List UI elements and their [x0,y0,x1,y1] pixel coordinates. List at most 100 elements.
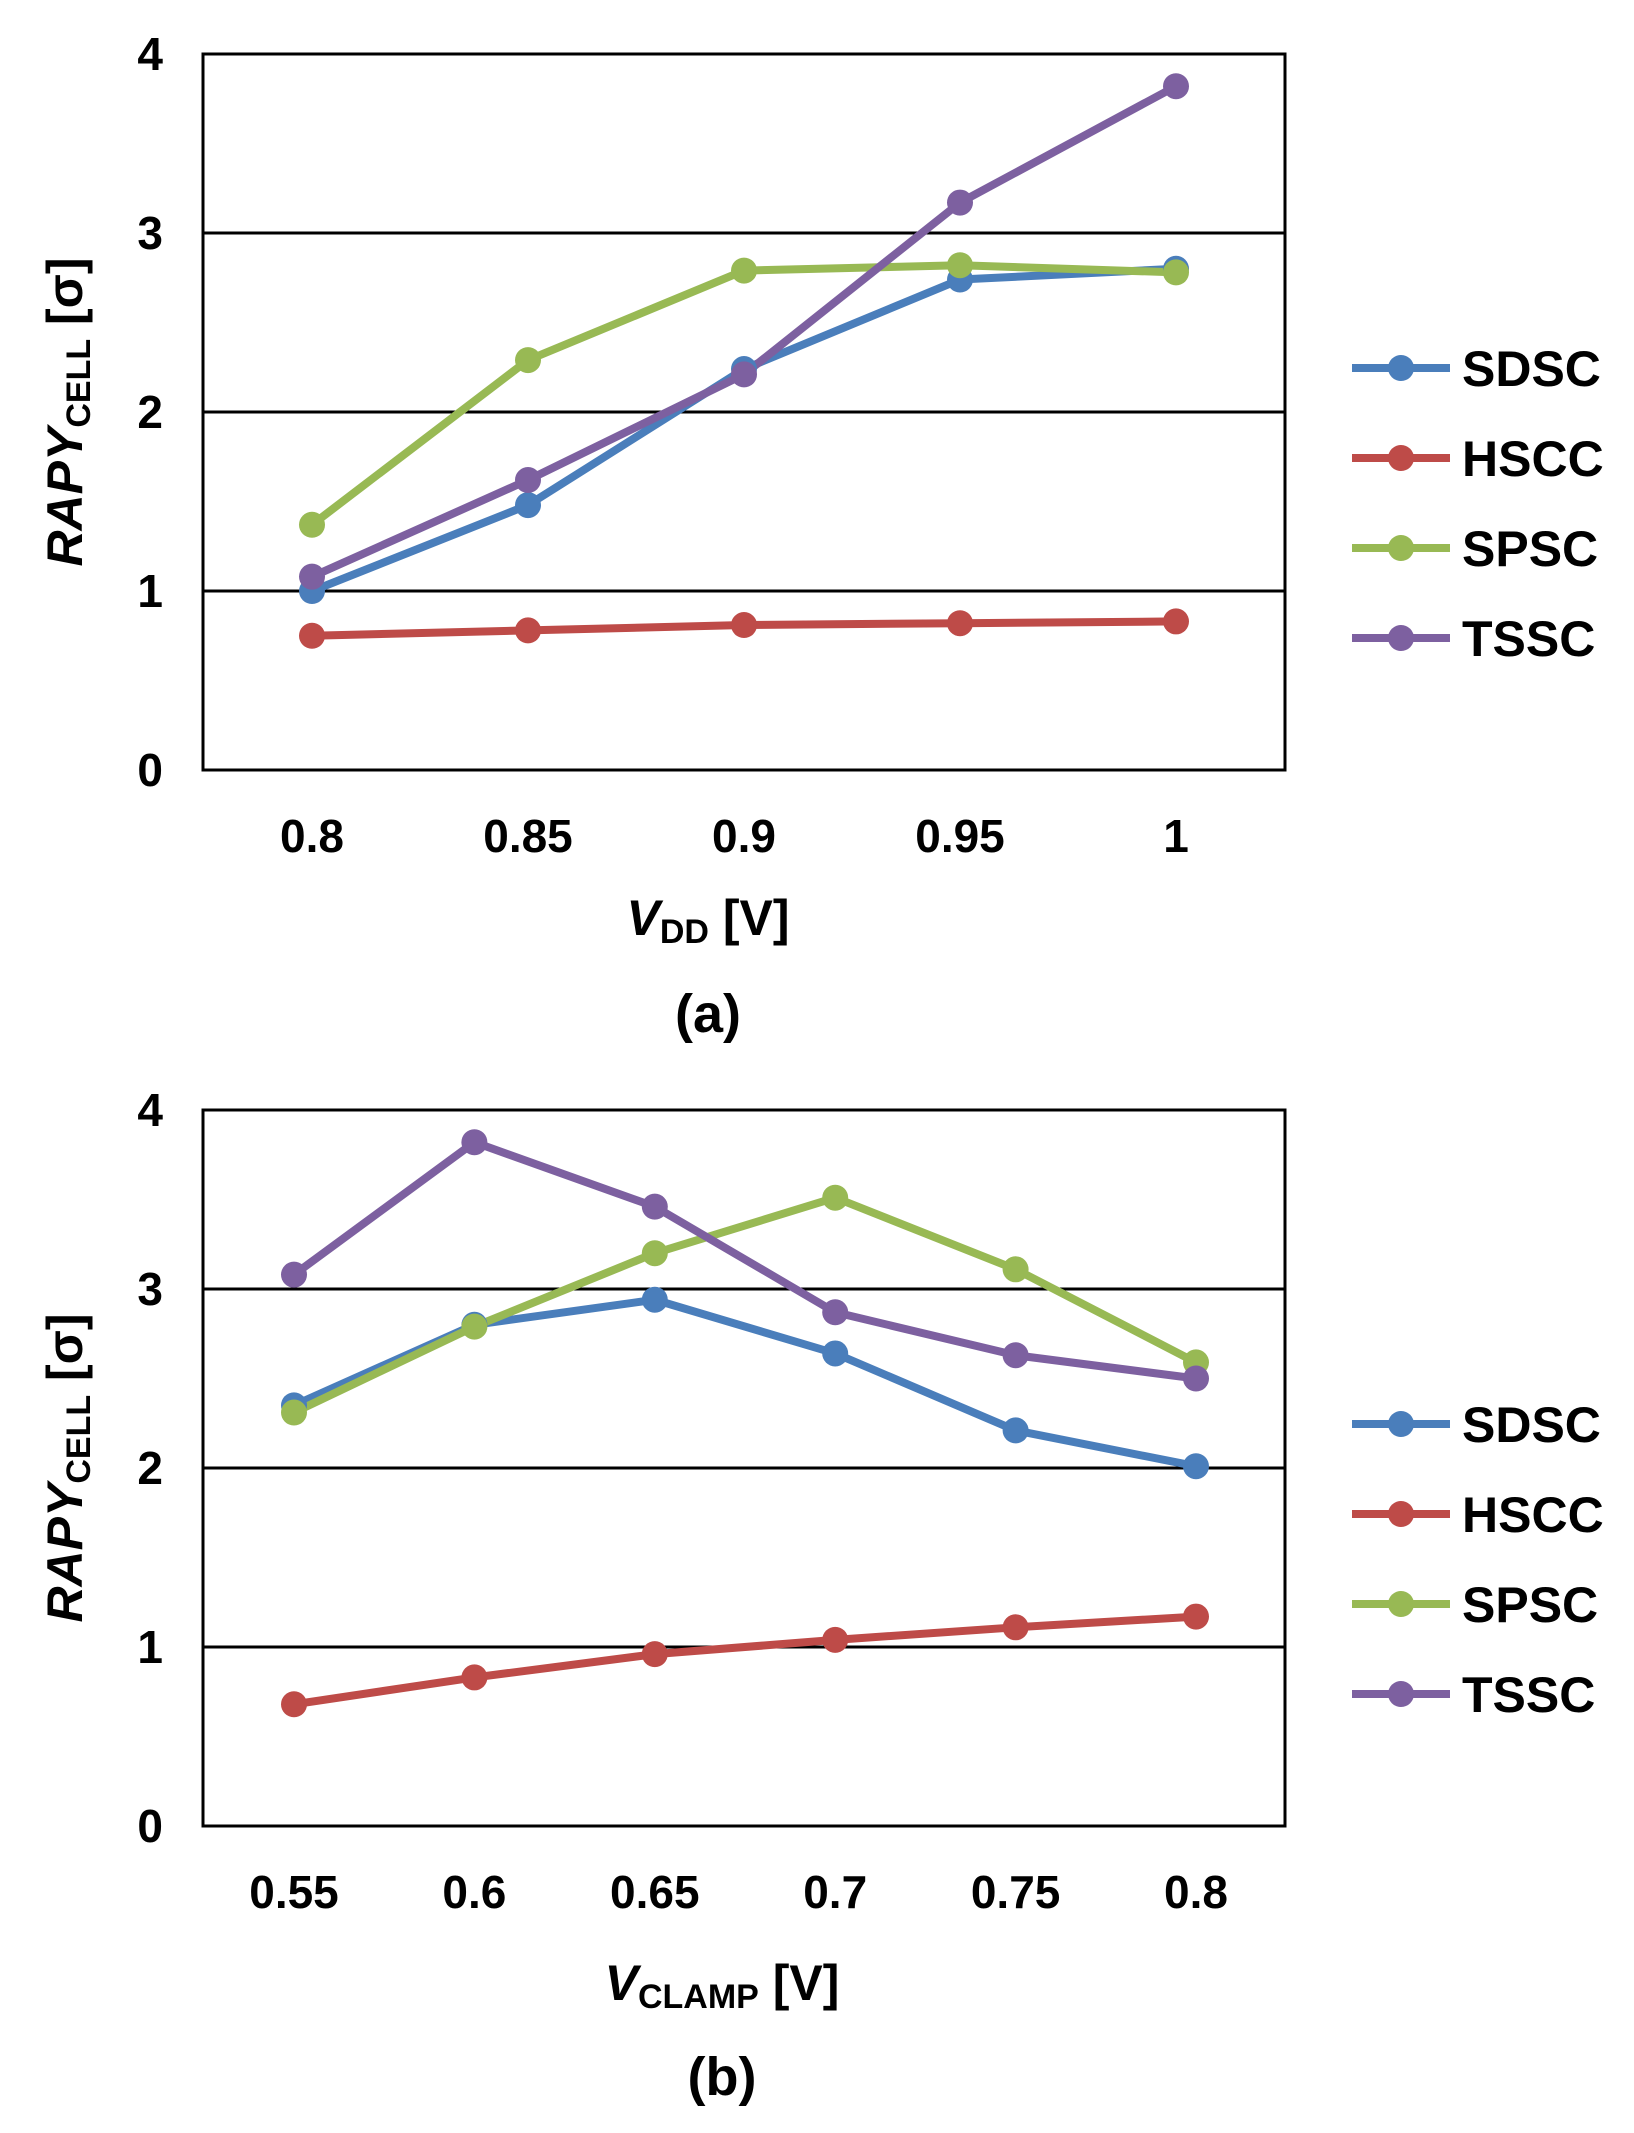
data-point-hscc [299,622,325,649]
legend-label: SDSC [1462,1397,1601,1453]
data-point-tssc [1163,73,1189,100]
data-point-tssc [641,1193,668,1220]
legend-label: TSSC [1462,611,1595,667]
series-points [281,1129,1209,1718]
data-point-hscc [1163,608,1189,635]
data-point-tssc [1002,1342,1029,1369]
data-point-tssc [731,361,757,388]
chart-b: 0 1 2 3 4 0.55 0.6 0.65 0.7 0.75 0.8 RAPYCELL [σ]… [37,1084,1604,2107]
data-point-tssc [1183,1365,1209,1392]
y-tick-label: 1 [137,1621,163,1673]
data-point-spsc [461,1313,488,1340]
data-point-spsc [515,347,541,374]
data-point-hscc [641,1641,668,1668]
y-tick-label: 4 [137,28,163,80]
series-line-tssc [310,82,1178,581]
legend-item-hscc: HSCC [1352,1487,1604,1543]
legend-swatch-marker [1388,1501,1414,1527]
data-point-spsc [641,1240,668,1267]
series-line-sdsc [292,1295,1197,1471]
data-point-sdsc [641,1286,668,1313]
y-tick-labels: 0 1 2 3 4 [137,1084,163,1852]
data-point-sdsc [1002,1417,1029,1444]
data-point-hscc [822,1626,849,1653]
data-point-sdsc [515,492,541,519]
legend-label: SPSC [1462,1577,1598,1633]
legend-swatch-marker [1388,355,1414,381]
y-tick-label: 3 [137,207,163,259]
caption-a: (a) [675,984,741,1044]
x-axis-title: VCLAMP [V] [605,1955,840,2016]
legend-label: HSCC [1462,1487,1604,1543]
legend-label: HSCC [1462,431,1604,487]
data-point-tssc [281,1261,307,1288]
data-point-tssc [299,563,325,590]
legend-swatch-marker [1388,1681,1414,1707]
y-tick-label: 0 [137,744,163,796]
data-point-hscc [461,1664,488,1691]
data-point-spsc [1163,259,1189,286]
legend-item-hscc: HSCC [1352,431,1604,487]
legend-swatch-marker [1388,625,1414,651]
y-tick-labels: 0 1 2 3 4 [137,28,163,796]
y-tick-label: 2 [137,386,163,438]
legend-swatch-marker [1388,535,1414,561]
legend-item-tssc: TSSC [1352,611,1595,667]
legend-item-tssc: TSSC [1352,1667,1595,1723]
legend: SDSC HSCC SPSC TSSC [1352,1397,1604,1723]
series-line-tssc [291,1138,1197,1383]
y-tick-label: 0 [137,1800,163,1852]
data-point-tssc [947,189,973,216]
y-tick-label: 4 [137,1084,163,1136]
legend-item-sdsc: SDSC [1352,1397,1601,1453]
plot-area-frame [201,1108,1287,1828]
legend-swatch-marker [1388,445,1414,471]
y-axis-title: RAPYCELL [σ] [37,1313,98,1622]
data-point-tssc [515,467,541,494]
legend-swatch-marker [1388,1411,1414,1437]
data-point-hscc [1002,1614,1029,1641]
data-point-spsc [299,511,325,538]
legend-item-sdsc: SDSC [1352,341,1601,397]
legend-label: SDSC [1462,341,1601,397]
data-point-hscc [1183,1603,1209,1630]
y-tick-label: 2 [137,1442,163,1494]
caption-b: (b) [688,2047,757,2107]
x-tick-label: 0.6 [442,1866,506,1918]
legend-item-spsc: SPSC [1352,521,1598,577]
series-points [299,73,1189,649]
x-tick-label: 0.8 [1164,1866,1228,1918]
y-tick-label: 3 [137,1263,163,1315]
data-point-hscc [947,610,973,637]
data-point-spsc [731,257,757,284]
data-point-hscc [515,617,541,644]
data-point-sdsc [1183,1453,1209,1480]
series-lines [291,1138,1198,1709]
x-tick-labels: 0.8 0.85 0.9 0.95 1 [280,810,1189,862]
x-axis-title: VDD [V] [626,890,789,951]
x-tick-labels: 0.55 0.6 0.65 0.7 0.75 0.8 [249,1866,1228,1918]
data-point-spsc [822,1184,849,1211]
x-tick-label: 0.9 [712,810,776,862]
series-line-spsc [292,1193,1198,1417]
x-tick-label: 0.55 [249,1866,339,1918]
x-tick-label: 0.85 [483,810,573,862]
legend-item-spsc: SPSC [1352,1577,1598,1633]
legend-label: SPSC [1462,521,1598,577]
legend-swatch-marker [1388,1591,1414,1617]
legend-label: TSSC [1462,1667,1595,1723]
data-point-hscc [731,612,757,639]
data-point-tssc [822,1299,849,1326]
data-point-tssc [461,1129,488,1156]
gridlines [203,1287,1285,1649]
series-line-hscc [293,1612,1197,1709]
x-tick-label: 0.75 [971,1866,1061,1918]
plot-area-frame [201,52,1287,772]
data-point-spsc [947,252,973,279]
data-point-spsc [1002,1256,1029,1283]
data-point-sdsc [822,1340,849,1367]
legend: SDSC HSCC SPSC TSSC [1352,341,1604,667]
x-tick-label: 0.8 [280,810,344,862]
x-tick-label: 0.7 [803,1866,867,1918]
